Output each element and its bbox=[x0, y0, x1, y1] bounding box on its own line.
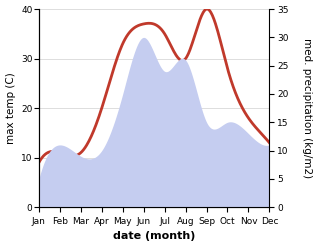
X-axis label: date (month): date (month) bbox=[113, 231, 195, 242]
Y-axis label: med. precipitation (kg/m2): med. precipitation (kg/m2) bbox=[302, 38, 313, 178]
Y-axis label: max temp (C): max temp (C) bbox=[5, 72, 16, 144]
